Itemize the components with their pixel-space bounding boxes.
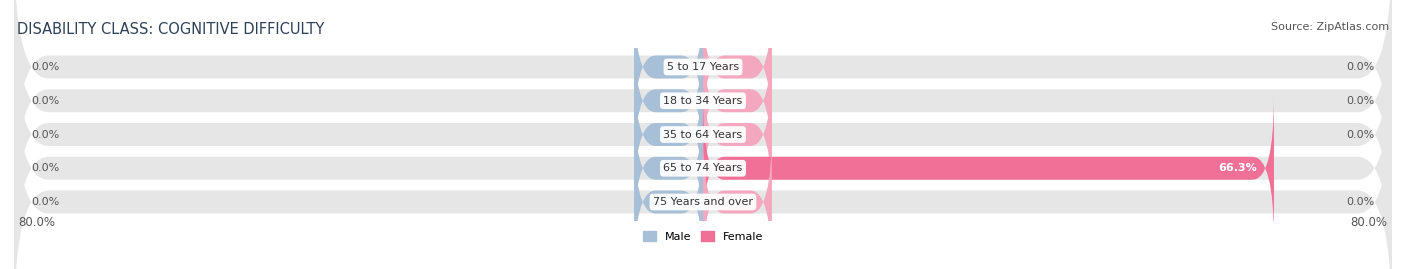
- FancyBboxPatch shape: [634, 129, 703, 269]
- FancyBboxPatch shape: [634, 28, 703, 174]
- Text: 80.0%: 80.0%: [1351, 217, 1388, 229]
- Text: DISABILITY CLASS: COGNITIVE DIFFICULTY: DISABILITY CLASS: COGNITIVE DIFFICULTY: [17, 22, 325, 37]
- Text: 0.0%: 0.0%: [1347, 96, 1375, 106]
- Text: 66.3%: 66.3%: [1218, 163, 1257, 173]
- FancyBboxPatch shape: [634, 0, 703, 140]
- Text: 0.0%: 0.0%: [31, 96, 59, 106]
- Text: 18 to 34 Years: 18 to 34 Years: [664, 96, 742, 106]
- FancyBboxPatch shape: [703, 28, 772, 174]
- FancyBboxPatch shape: [703, 62, 772, 207]
- FancyBboxPatch shape: [703, 95, 1274, 241]
- Text: 0.0%: 0.0%: [31, 62, 59, 72]
- Text: 35 to 64 Years: 35 to 64 Years: [664, 129, 742, 140]
- FancyBboxPatch shape: [14, 11, 1392, 258]
- Legend: Male, Female: Male, Female: [638, 226, 768, 246]
- Text: 0.0%: 0.0%: [31, 197, 59, 207]
- Text: 0.0%: 0.0%: [31, 129, 59, 140]
- FancyBboxPatch shape: [634, 62, 703, 207]
- Text: 0.0%: 0.0%: [1347, 62, 1375, 72]
- FancyBboxPatch shape: [14, 79, 1392, 269]
- Text: 0.0%: 0.0%: [1347, 197, 1375, 207]
- FancyBboxPatch shape: [14, 0, 1392, 190]
- Text: 80.0%: 80.0%: [18, 217, 55, 229]
- Text: 5 to 17 Years: 5 to 17 Years: [666, 62, 740, 72]
- Text: 65 to 74 Years: 65 to 74 Years: [664, 163, 742, 173]
- FancyBboxPatch shape: [703, 0, 772, 140]
- FancyBboxPatch shape: [634, 95, 703, 241]
- FancyBboxPatch shape: [703, 129, 772, 269]
- Text: 75 Years and over: 75 Years and over: [652, 197, 754, 207]
- FancyBboxPatch shape: [14, 0, 1392, 224]
- Text: 0.0%: 0.0%: [1347, 129, 1375, 140]
- FancyBboxPatch shape: [14, 45, 1392, 269]
- Text: Source: ZipAtlas.com: Source: ZipAtlas.com: [1271, 22, 1389, 31]
- Text: 0.0%: 0.0%: [31, 163, 59, 173]
